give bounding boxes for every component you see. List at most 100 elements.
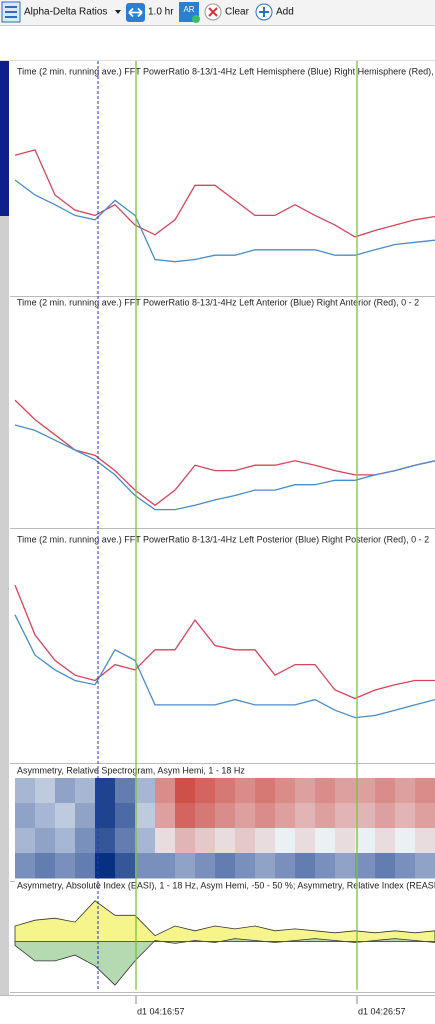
time-label: d1 04:16:57 xyxy=(137,1006,185,1016)
time-label: d1 04:26:57 xyxy=(358,1006,406,1016)
spectrogram-cell xyxy=(415,853,435,879)
spectrogram-cell xyxy=(15,853,36,879)
spectrogram-cell xyxy=(175,778,196,804)
dropdown-arrow xyxy=(115,10,121,14)
panel-title: Time (2 min. running ave.) FFT PowerRati… xyxy=(17,66,434,76)
trend-line xyxy=(14,584,435,700)
spectrogram-cell xyxy=(415,828,435,854)
time-axis xyxy=(0,995,435,1024)
trend-line xyxy=(14,614,435,719)
title-backing xyxy=(15,765,435,777)
spectrogram-cell xyxy=(35,803,56,829)
spectrogram-cell xyxy=(215,828,236,854)
span-button[interactable]: 1.0 hr xyxy=(126,3,174,22)
spectrogram-cell xyxy=(295,828,316,854)
spectrogram-cell xyxy=(235,828,256,854)
trend-line xyxy=(14,399,435,507)
spectrogram-cell xyxy=(135,803,156,829)
spectrogram-cell xyxy=(135,778,156,804)
spectrogram-cell xyxy=(15,803,36,829)
spectrogram-cell xyxy=(195,853,216,879)
spectrogram-cell xyxy=(175,828,196,854)
spectrogram-cell xyxy=(215,803,236,829)
spectrogram-cell xyxy=(55,803,76,829)
trend-line xyxy=(14,424,435,511)
spectrogram-cell xyxy=(35,778,56,804)
spectrogram-cell xyxy=(15,778,36,804)
spectrogram-cell xyxy=(355,853,376,879)
left-strip xyxy=(0,61,9,996)
spectrogram-cell xyxy=(415,778,435,804)
spectrogram-cell xyxy=(315,803,336,829)
spectrogram-cell xyxy=(395,828,416,854)
add-icon-plus xyxy=(259,7,269,17)
spectrogram-cell xyxy=(255,828,276,854)
spectrogram-cell xyxy=(95,853,116,879)
spectrogram-cell xyxy=(175,853,196,879)
spectrogram-cell xyxy=(275,828,296,854)
spectrogram-cell xyxy=(175,803,196,829)
spectrogram-cell xyxy=(235,853,256,879)
title-backing xyxy=(15,880,435,892)
spectrogram-cell xyxy=(155,853,176,879)
spectrogram-cell xyxy=(195,778,216,804)
spectrogram-cell xyxy=(55,828,76,854)
spectrogram-cell xyxy=(55,778,76,804)
spectrogram-cell xyxy=(275,853,296,879)
spectrogram-cell xyxy=(275,803,296,829)
spectrogram-cell xyxy=(335,803,356,829)
spectrogram-cell xyxy=(255,853,276,879)
add-label: Add xyxy=(276,7,294,18)
spectrogram-cell xyxy=(95,778,116,804)
spectrogram-cell xyxy=(15,828,36,854)
trend-line xyxy=(14,179,435,263)
spectrogram-cell xyxy=(195,828,216,854)
spectrogram-cell xyxy=(155,803,176,829)
spectrogram-cell xyxy=(155,778,176,804)
spectrogram-cell xyxy=(355,828,376,854)
spectrogram-cell xyxy=(215,778,236,804)
spectrogram-cell xyxy=(75,853,96,879)
spectrogram-cell xyxy=(395,803,416,829)
spectrogram-cell xyxy=(275,778,296,804)
spectrogram-cell xyxy=(315,778,336,804)
spectrogram-cell xyxy=(115,803,136,829)
spectrogram-cell xyxy=(415,803,435,829)
spectrogram-cell xyxy=(75,803,96,829)
spectrogram-cell xyxy=(75,778,96,804)
spectrogram-cell xyxy=(155,828,176,854)
spectrogram-cell xyxy=(135,828,156,854)
trend-line xyxy=(14,149,435,238)
spectrogram-cell xyxy=(215,853,236,879)
spectrogram-cell xyxy=(115,853,136,879)
spectrogram-cell xyxy=(115,778,136,804)
spectrogram-cell xyxy=(295,853,316,879)
spectrogram-cell xyxy=(335,853,356,879)
add-button[interactable]: Add xyxy=(255,3,294,21)
menu-button[interactable]: Alpha-Delta Ratios xyxy=(1,1,121,23)
ar-label: AR xyxy=(183,5,194,14)
spectrogram-cell xyxy=(115,828,136,854)
ar-badge xyxy=(192,15,200,23)
asymmetry-area xyxy=(14,938,435,986)
spectrogram-cell xyxy=(75,828,96,854)
spectrogram-cell xyxy=(375,853,396,879)
spectrogram-cell xyxy=(235,803,256,829)
clear-icon-x xyxy=(208,7,218,17)
plots: Time (2 min. running ave.) FFT PowerRati… xyxy=(10,61,435,993)
spectrogram-cell xyxy=(395,853,416,879)
panel-title: Asymmetry, Absolute Index (EASI), 1 - 18… xyxy=(17,880,435,890)
spectrogram-cell xyxy=(35,853,56,879)
spectrogram-cell xyxy=(355,803,376,829)
ar-button[interactable]: AR xyxy=(179,2,200,23)
panel-title: Asymmetry, Relative Spectrogram, Asym He… xyxy=(17,765,245,775)
spectrogram-cell xyxy=(235,778,256,804)
panel-title: Time (2 min. running ave.) FFT PowerRati… xyxy=(17,297,419,307)
spectrogram-cell xyxy=(315,853,336,879)
spectrogram-cell xyxy=(295,803,316,829)
left-strip-selection xyxy=(0,61,9,216)
clear-button[interactable]: Clear xyxy=(204,3,250,21)
spectrogram-cell xyxy=(135,853,156,879)
spectrogram-cell xyxy=(35,828,56,854)
